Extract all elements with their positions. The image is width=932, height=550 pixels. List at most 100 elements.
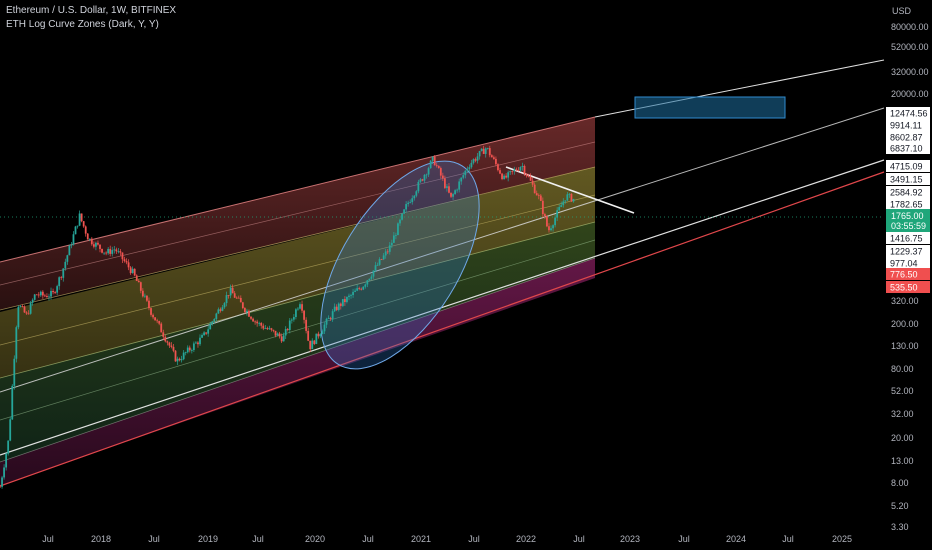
price-label[interactable]: 2584.92 <box>886 186 930 198</box>
candle[interactable] <box>211 320 214 326</box>
candle[interactable] <box>46 293 48 298</box>
candle[interactable] <box>7 440 10 456</box>
candle[interactable] <box>395 232 397 240</box>
price-label[interactable]: 1416.75 <box>886 232 930 244</box>
candle[interactable] <box>419 178 422 184</box>
candle[interactable] <box>509 170 512 175</box>
price-label[interactable]: 977.04 <box>886 257 930 269</box>
candle[interactable] <box>237 295 240 299</box>
candle[interactable] <box>239 295 242 303</box>
candle[interactable] <box>60 275 63 281</box>
candle[interactable] <box>286 327 289 332</box>
candle[interactable] <box>48 293 50 301</box>
candle[interactable] <box>170 342 173 349</box>
candle[interactable] <box>117 247 120 254</box>
candle[interactable] <box>162 329 165 341</box>
candle[interactable] <box>143 293 146 298</box>
candle[interactable] <box>5 452 8 471</box>
candle[interactable] <box>339 302 342 310</box>
candle[interactable] <box>372 270 375 279</box>
candle[interactable] <box>219 307 222 313</box>
candle[interactable] <box>307 327 310 342</box>
candle[interactable] <box>11 384 14 420</box>
candle[interactable] <box>215 312 218 322</box>
candle[interactable] <box>431 156 434 165</box>
candle[interactable] <box>564 200 567 204</box>
candle[interactable] <box>392 231 395 243</box>
candle[interactable] <box>37 292 40 298</box>
candle[interactable] <box>88 238 91 242</box>
candle[interactable] <box>568 193 571 198</box>
candle[interactable] <box>180 355 183 363</box>
candle[interactable] <box>80 213 83 223</box>
candle[interactable] <box>370 274 373 280</box>
candle[interactable] <box>329 316 332 321</box>
candle[interactable] <box>321 329 324 335</box>
candle[interactable] <box>450 192 452 199</box>
candle[interactable] <box>199 334 201 346</box>
candle[interactable] <box>15 325 18 363</box>
candle[interactable] <box>315 333 318 345</box>
price-scale[interactable]: 80000.00 52000.00 32000.00 20000.00 13.00 8.0… <box>886 22 930 532</box>
candle[interactable] <box>435 162 438 168</box>
candle[interactable] <box>458 178 461 193</box>
candle[interactable] <box>21 304 24 308</box>
candles[interactable] <box>0 145 575 489</box>
candle[interactable] <box>482 145 485 155</box>
candle[interactable] <box>541 197 544 218</box>
candle[interactable] <box>317 331 320 339</box>
candle[interactable] <box>280 333 283 343</box>
candle[interactable] <box>103 252 105 255</box>
candle[interactable] <box>241 301 244 310</box>
candle[interactable] <box>258 321 261 327</box>
candle[interactable] <box>9 416 12 442</box>
candle[interactable] <box>529 173 532 181</box>
candle[interactable] <box>176 356 179 366</box>
candle[interactable] <box>25 311 28 315</box>
candle[interactable] <box>433 155 436 166</box>
candle[interactable] <box>270 327 273 332</box>
candle[interactable] <box>31 298 34 306</box>
candle[interactable] <box>405 201 408 213</box>
candle[interactable] <box>133 268 136 277</box>
candle[interactable] <box>282 332 285 342</box>
candle[interactable] <box>29 301 32 315</box>
candle[interactable] <box>17 305 20 330</box>
candle[interactable] <box>252 317 254 322</box>
candle[interactable] <box>188 345 191 353</box>
candle[interactable] <box>256 319 259 327</box>
candle[interactable] <box>384 248 387 259</box>
candle[interactable] <box>499 167 501 175</box>
candle[interactable] <box>152 313 154 320</box>
candle[interactable] <box>225 291 228 307</box>
price-label[interactable]: 12474.56 <box>886 107 930 119</box>
candle[interactable] <box>160 322 163 333</box>
candle[interactable] <box>552 224 554 232</box>
candle[interactable] <box>558 204 561 212</box>
candle[interactable] <box>90 236 93 246</box>
candle[interactable] <box>570 193 573 203</box>
price-label[interactable]: 776.50 <box>886 268 930 280</box>
candle[interactable] <box>446 183 448 192</box>
candle[interactable] <box>452 192 454 201</box>
candle[interactable] <box>113 245 116 254</box>
candle[interactable] <box>323 322 326 334</box>
candle[interactable] <box>243 307 246 314</box>
candle[interactable] <box>415 190 418 198</box>
candle[interactable] <box>213 318 216 324</box>
candle[interactable] <box>382 253 385 261</box>
candle[interactable] <box>276 332 279 336</box>
candle[interactable] <box>376 262 379 266</box>
price-label[interactable]: 1782.65 <box>886 198 930 210</box>
candle[interactable] <box>295 308 297 320</box>
candle[interactable] <box>313 339 316 346</box>
candle[interactable] <box>335 304 338 312</box>
candle[interactable] <box>101 248 103 254</box>
candle[interactable] <box>284 326 287 340</box>
candle[interactable] <box>309 340 312 352</box>
candle[interactable] <box>403 208 405 215</box>
candle[interactable] <box>348 293 350 301</box>
candle[interactable] <box>84 225 87 237</box>
candle[interactable] <box>209 321 212 330</box>
